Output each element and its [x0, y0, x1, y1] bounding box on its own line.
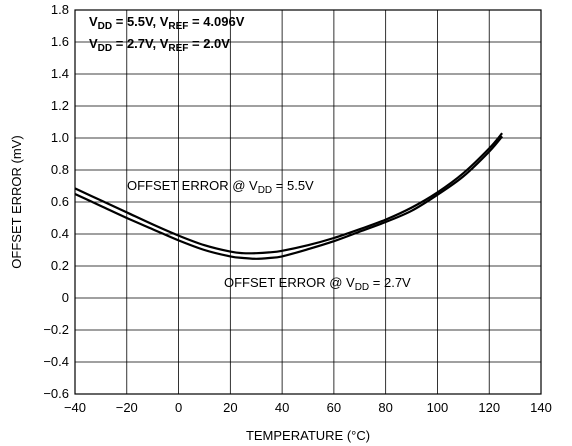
x-tick-label: 40: [275, 400, 289, 415]
y-tick-label: −0.6: [43, 386, 69, 401]
x-tick-label: −40: [64, 400, 86, 415]
x-tick-label: −20: [116, 400, 138, 415]
x-tick-label: 140: [530, 400, 552, 415]
y-tick-label: 0.6: [51, 194, 69, 209]
curves: [74, 132, 504, 260]
x-tick-label: 100: [427, 400, 449, 415]
y-tick-label: 1.4: [51, 66, 69, 81]
y-tick-label: 0: [62, 290, 69, 305]
plot-frame: [74, 9, 542, 395]
x-tick-label: 80: [378, 400, 392, 415]
series-label-2: OFFSET ERROR @ VDD = 2.7V: [224, 275, 411, 293]
series-label-1: OFFSET ERROR @ VDD = 5.5V: [127, 178, 314, 196]
y-tick-labels: −0.6 −0.4 −0.2 0 0.2 0.4 0.6 0.8 1.0 1.2 1.4 1.6 1.8: [43, 2, 69, 401]
y-tick-label: −0.2: [43, 322, 69, 337]
y-tick-label: 1.8: [51, 2, 69, 17]
series-labels: OFFSET ERROR @ VDD = 5.5V OFFSET ERROR @ …: [127, 178, 411, 293]
y-tick-label: 0.4: [51, 226, 69, 241]
x-tick-labels: −40 −20 0 20 40 60 80 100 120 140: [64, 400, 552, 415]
series-line-2: [74, 135, 504, 260]
x-tick-label: 20: [223, 400, 237, 415]
conditions-annotation: VDD = 5.5V, VREF = 4.096V VDD = 2.7V, VRE…: [89, 14, 245, 54]
x-tick-label: 120: [478, 400, 500, 415]
y-tick-label: 0.8: [51, 162, 69, 177]
x-tick-label: 0: [175, 400, 182, 415]
x-tick-label: 60: [327, 400, 341, 415]
y-tick-label: 1.6: [51, 34, 69, 49]
x-axis-label: TEMPERATURE (°C): [246, 428, 370, 443]
y-axis-label: OFFSET ERROR (mV): [9, 135, 24, 268]
conditions-line-2: VDD = 2.7V, VREF = 2.0V: [89, 36, 230, 54]
conditions-line-1: VDD = 5.5V, VREF = 4.096V: [89, 14, 245, 32]
y-tick-label: 1.0: [51, 130, 69, 145]
y-tick-label: 0.2: [51, 258, 69, 273]
series-line-1: [74, 132, 504, 255]
y-tick-label: 1.2: [51, 98, 69, 113]
y-tick-label: −0.4: [43, 354, 69, 369]
grid: [75, 10, 541, 394]
